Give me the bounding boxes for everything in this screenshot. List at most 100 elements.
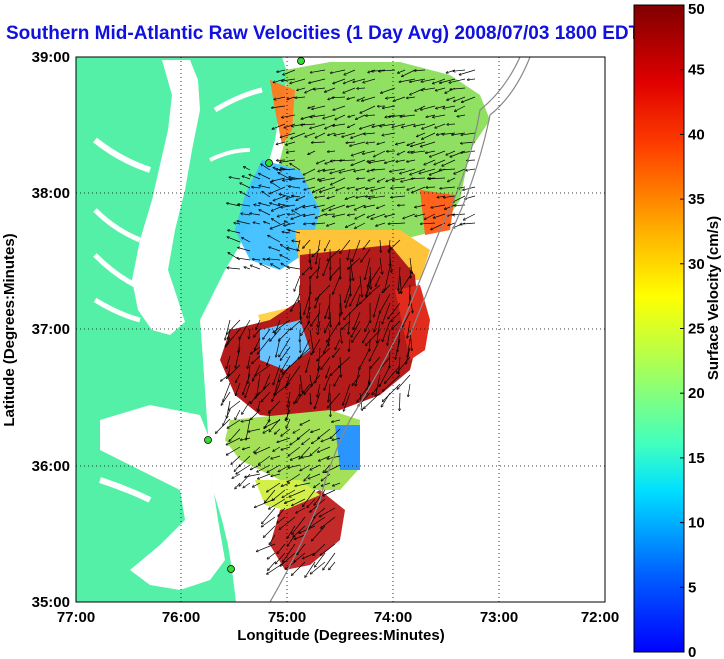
colorbar-tick-label: 50 <box>688 1 705 18</box>
velocity-arrow <box>288 464 301 468</box>
x-tick-label: 73:00 <box>480 609 518 626</box>
velocity-arrow <box>289 186 301 189</box>
colorbar-gradient <box>633 4 685 653</box>
velocity-arrows <box>216 69 476 577</box>
velocity-arrow <box>344 302 361 320</box>
velocity-arrow <box>377 177 386 182</box>
velocity-arrow <box>310 69 326 73</box>
velocity-arrow <box>310 257 311 269</box>
velocity-arrow <box>253 222 261 225</box>
velocity-arrow <box>332 419 341 422</box>
velocity-arrow <box>267 552 276 559</box>
velocity-arrow <box>221 391 231 405</box>
velocity-arrow <box>240 183 251 189</box>
velocity-arrow <box>449 78 466 83</box>
velocity-arrow <box>248 355 251 368</box>
velocity-arrow <box>419 168 436 173</box>
velocity-arrow <box>300 302 301 319</box>
velocity-arrow <box>402 69 416 76</box>
velocity-arrow <box>327 248 341 261</box>
velocity-arrow <box>385 266 391 291</box>
velocity-arrow <box>330 266 341 278</box>
velocity-arrow <box>357 293 361 306</box>
velocity-arrow <box>277 437 291 442</box>
station-marker <box>265 159 273 167</box>
velocity-arrow <box>348 214 356 215</box>
velocity-arrow <box>313 507 326 518</box>
velocity-arrow <box>379 365 391 386</box>
velocity-arrow <box>292 210 301 216</box>
velocity-arrow <box>310 123 326 128</box>
velocity-arrow <box>346 142 356 143</box>
velocity-arrow <box>398 69 406 73</box>
velocity-arrow <box>365 257 371 279</box>
velocity-arrow <box>227 364 241 378</box>
velocity-arrow <box>307 302 311 318</box>
velocity-arrow <box>254 205 261 206</box>
velocity-arrow <box>436 105 446 108</box>
velocity-arrow <box>241 437 251 440</box>
velocity-arrow <box>366 142 376 143</box>
velocity-arrow <box>386 96 396 98</box>
velocity-arrow <box>317 383 321 397</box>
velocity-arrow <box>257 373 261 396</box>
velocity-arrow <box>379 69 396 71</box>
velocity-arrow <box>342 320 351 329</box>
velocity-arrow <box>273 364 281 385</box>
velocity-arrow <box>276 141 286 144</box>
velocity-arrow <box>308 150 316 154</box>
velocity-arrow <box>386 177 396 181</box>
velocity-arrow <box>310 266 321 278</box>
velocity-arrow <box>267 482 281 492</box>
velocity-arrow <box>278 507 286 516</box>
velocity-arrow <box>286 141 296 145</box>
velocity-arrow <box>316 239 321 264</box>
velocity-arrow <box>330 311 331 327</box>
velocity-arrow <box>283 69 296 75</box>
velocity-arrow <box>409 284 410 306</box>
velocity-arrow <box>388 223 406 224</box>
velocity-arrow <box>407 186 416 190</box>
velocity-arrow <box>398 266 401 291</box>
velocity-arrow <box>393 177 406 180</box>
velocity-arrow <box>453 70 466 71</box>
velocity-arrow <box>359 275 362 297</box>
velocity-arrow <box>261 164 271 171</box>
velocity-arrow <box>293 428 301 433</box>
velocity-arrow <box>350 141 366 146</box>
velocity-arrow <box>250 213 261 216</box>
velocity-arrow <box>327 320 341 342</box>
velocity-arrow <box>263 428 271 433</box>
velocity-arrow <box>374 293 381 317</box>
velocity-arrow <box>447 124 456 125</box>
velocity-arrow <box>269 400 281 413</box>
velocity-arrow <box>300 419 311 425</box>
y-tick-label: 38:00 <box>32 185 70 202</box>
velocity-arrow <box>238 337 241 353</box>
velocity-arrow <box>332 437 341 440</box>
velocity-arrow <box>346 293 351 307</box>
velocity-arrow <box>258 400 261 411</box>
velocity-arrow <box>264 525 276 537</box>
velocity-arrow <box>390 168 406 172</box>
velocity-arrow <box>254 328 261 337</box>
map-title: Southern Mid-Atlantic Raw Velocities (1 … <box>6 23 641 44</box>
velocity-arrow <box>380 239 381 252</box>
velocity-arrow <box>412 186 426 193</box>
velocity-arrow <box>325 302 331 318</box>
velocity-arrow <box>256 319 261 329</box>
velocity-arrow <box>314 482 321 488</box>
velocity-arrow <box>355 213 366 219</box>
velocity-arrow <box>375 275 381 286</box>
velocity-arrow <box>273 319 291 332</box>
velocity-arrow <box>446 150 456 155</box>
velocity-arrow <box>453 195 466 202</box>
velocity-arrow <box>281 245 291 252</box>
velocity-arrow <box>281 482 291 486</box>
velocity-arrow <box>225 319 231 340</box>
velocity-arrow <box>370 266 371 289</box>
velocity-arrow <box>303 204 316 207</box>
x-tick-label: 72:00 <box>581 609 619 626</box>
velocity-arrow <box>311 428 321 432</box>
velocity-arrow <box>228 230 241 234</box>
